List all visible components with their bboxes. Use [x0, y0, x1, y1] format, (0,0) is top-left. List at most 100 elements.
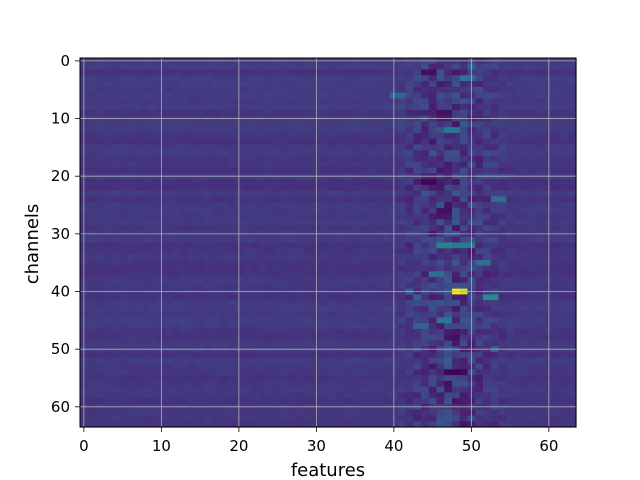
- heatmap-cell: [188, 150, 197, 157]
- heatmap-cell: [514, 369, 523, 376]
- heatmap-cell: [436, 421, 445, 428]
- heatmap-cell: [428, 144, 438, 151]
- heatmap-cell: [180, 300, 190, 307]
- heatmap-cell: [103, 311, 112, 319]
- heatmap-cell: [87, 184, 97, 192]
- heatmap-cell: [219, 380, 228, 388]
- heatmap-cell: [219, 363, 228, 370]
- heatmap-cell: [397, 392, 407, 399]
- heatmap-cell: [475, 213, 484, 221]
- heatmap-cell: [196, 340, 205, 347]
- heatmap-cell: [304, 75, 314, 82]
- heatmap-cell: [475, 109, 484, 117]
- heatmap-cell: [343, 328, 352, 336]
- heatmap-cell: [250, 242, 259, 249]
- heatmap-cell: [452, 207, 461, 215]
- heatmap-cell: [149, 121, 159, 128]
- heatmap-cell: [498, 81, 507, 88]
- heatmap-cell: [521, 380, 531, 388]
- heatmap-cell: [173, 132, 182, 140]
- heatmap-cell: [165, 282, 174, 290]
- heatmap-cell: [366, 409, 376, 417]
- heatmap-cell: [87, 138, 97, 146]
- heatmap-cell: [219, 415, 228, 422]
- heatmap-cell: [552, 375, 562, 382]
- heatmap-cell: [366, 127, 376, 134]
- heatmap-cell: [428, 254, 438, 261]
- heatmap-cell: [297, 225, 306, 232]
- heatmap-cell: [335, 86, 345, 94]
- heatmap-cell: [304, 409, 314, 417]
- heatmap-cell: [258, 225, 267, 232]
- heatmap-cell: [118, 121, 128, 128]
- heatmap-cell: [227, 248, 236, 255]
- heatmap-cell: [459, 161, 469, 169]
- heatmap-cell: [273, 311, 283, 319]
- heatmap-cell: [568, 121, 577, 128]
- heatmap-cell: [529, 317, 538, 324]
- heatmap-cell: [266, 398, 275, 405]
- heatmap-cell: [552, 415, 562, 422]
- heatmap-cell: [483, 363, 492, 370]
- heatmap-cell: [413, 184, 422, 192]
- heatmap-cell: [173, 86, 182, 94]
- heatmap-cell: [266, 386, 275, 394]
- heatmap-cell: [196, 132, 205, 140]
- heatmap-cell: [351, 92, 360, 99]
- heatmap-cell: [335, 196, 345, 203]
- heatmap-cell: [266, 219, 275, 226]
- heatmap-cell: [421, 207, 430, 215]
- heatmap-cell: [180, 184, 190, 192]
- heatmap-cell: [452, 150, 461, 157]
- heatmap-cell: [134, 357, 143, 365]
- heatmap-cell: [382, 328, 391, 336]
- heatmap-cell: [165, 156, 174, 163]
- heatmap-cell: [335, 242, 345, 249]
- heatmap-cell: [219, 121, 228, 128]
- heatmap-cell: [452, 409, 461, 417]
- heatmap-cell: [87, 132, 97, 140]
- heatmap-cell: [173, 196, 182, 203]
- heatmap-cell: [134, 213, 143, 221]
- heatmap-cell: [103, 409, 112, 417]
- heatmap-cell: [413, 150, 422, 157]
- heatmap-cell: [111, 202, 120, 209]
- heatmap-cell: [87, 190, 97, 197]
- heatmap-cell: [397, 225, 407, 232]
- heatmap-cell: [490, 138, 500, 146]
- heatmap-cell: [483, 202, 492, 209]
- heatmap-cell: [126, 132, 135, 140]
- heatmap-cell: [351, 300, 360, 307]
- heatmap-cell: [421, 86, 430, 94]
- heatmap-cell: [196, 213, 205, 221]
- heatmap-cell: [304, 254, 314, 261]
- heatmap-cell: [335, 156, 345, 163]
- heatmap-cell: [165, 144, 174, 151]
- heatmap-cell: [273, 380, 283, 388]
- heatmap-cell: [219, 190, 228, 197]
- heatmap-cell: [227, 352, 236, 359]
- heatmap-cell: [227, 190, 236, 197]
- heatmap-cell: [211, 380, 221, 388]
- heatmap-cell: [297, 271, 306, 278]
- heatmap-cell: [490, 340, 500, 347]
- heatmap-cell: [211, 196, 221, 203]
- heatmap-cell: [459, 409, 469, 417]
- heatmap-cell: [335, 294, 345, 301]
- heatmap-cell: [506, 236, 515, 244]
- heatmap-cell: [560, 282, 569, 290]
- heatmap-cell: [560, 398, 569, 405]
- heatmap-cell: [405, 127, 414, 134]
- heatmap-cell: [359, 104, 368, 111]
- heatmap-cell: [258, 213, 267, 221]
- heatmap-cell: [242, 202, 252, 209]
- heatmap-cell: [118, 161, 128, 169]
- heatmap-cell: [366, 415, 376, 422]
- heatmap-cell: [165, 352, 174, 359]
- heatmap-cell: [289, 225, 298, 232]
- heatmap-cell: [196, 300, 205, 307]
- heatmap-cell: [165, 265, 174, 272]
- heatmap-cell: [413, 380, 422, 388]
- heatmap-cell: [498, 254, 507, 261]
- heatmap-cell: [188, 196, 197, 203]
